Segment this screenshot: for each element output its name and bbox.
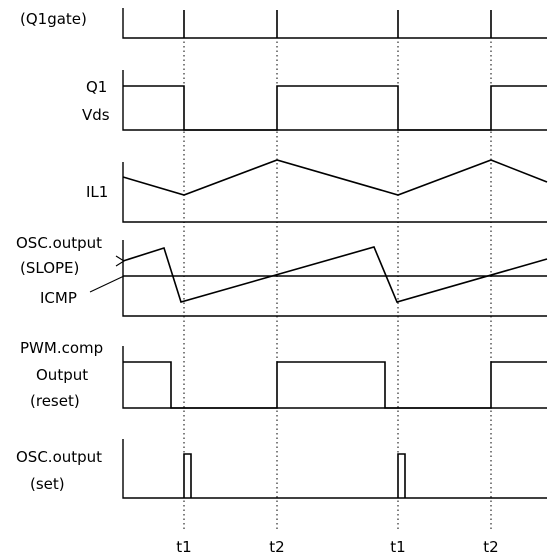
pwm-label-line2: Output (36, 366, 88, 384)
il1-label: IL1 (86, 183, 108, 201)
row-osc-slope: OSC.output (SLOPE) ICMP (16, 234, 548, 317)
osc-slope-label-line2: (SLOPE) (20, 259, 79, 277)
osc-set-waveform (183, 453, 406, 498)
osc-set-axis (122, 439, 547, 499)
time-markers: t1 t2 t1 t2 (176, 538, 498, 556)
pwm-label-line3: (reset) (30, 392, 80, 410)
osc-slope-pointer (115, 255, 126, 267)
row-pwm: PWM.comp Output (reset) (20, 339, 547, 410)
il1-waveform (122, 159, 548, 196)
icmp-pointer (89, 275, 125, 293)
osc-set-label-line1: OSC.output (16, 448, 102, 466)
time-marker-t1-a: t1 (176, 538, 191, 556)
osc-slope-label-line1: OSC.output (16, 234, 102, 252)
time-marker-t2-b: t2 (483, 538, 498, 556)
row-q1gate: (Q1gate) (20, 8, 547, 39)
osc-slope-axis (122, 240, 547, 317)
time-marker-t1-b: t1 (390, 538, 405, 556)
time-marker-t2-a: t2 (269, 538, 284, 556)
q1gate-label: (Q1gate) (20, 10, 87, 28)
time-guides (183, 10, 492, 530)
q1vds-waveform (123, 85, 547, 131)
q1vds-axis (122, 70, 547, 131)
osc-slope-waveform (122, 246, 548, 303)
q1gate-axis (122, 8, 547, 39)
pwm-label-line1: PWM.comp (20, 339, 103, 357)
q1vds-label-line2: Vds (82, 106, 110, 124)
row-q1vds: Q1 Vds (82, 70, 547, 131)
il1-axis (122, 162, 547, 223)
icmp-label: ICMP (40, 289, 77, 307)
pwm-waveform (123, 361, 547, 409)
osc-set-label-line2: (set) (30, 475, 65, 493)
row-osc-set: OSC.output (set) (16, 439, 547, 499)
row-il1: IL1 (86, 159, 548, 223)
pwm-axis (122, 346, 547, 409)
q1vds-label-line1: Q1 (86, 78, 107, 96)
q1gate-pulses (183, 10, 492, 38)
